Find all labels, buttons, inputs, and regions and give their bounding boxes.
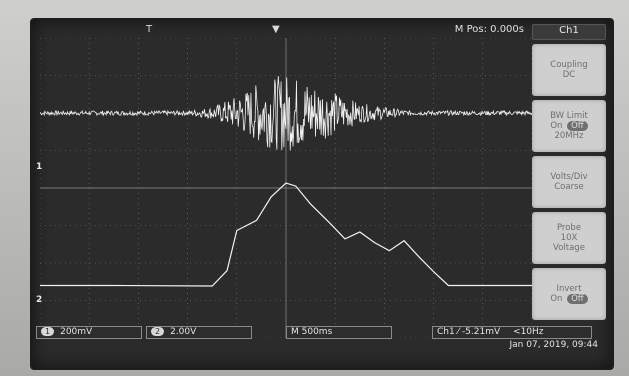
bw-limit-frequency: 20MHz [554, 131, 584, 141]
bottom-status-bar: 1 200mV 2 2.00V M 500ms Ch1 ⁄ -5.21mV <10H… [36, 326, 604, 352]
probe-button[interactable]: Probe 10X Voltage [532, 212, 606, 264]
side-menu-title: Ch1 [532, 24, 606, 40]
ch1-scale-box: 1 200mV [36, 326, 142, 339]
probe-attenuation: 10X [560, 233, 578, 243]
date-time: Jan 07, 2019, 09:44 [509, 340, 598, 350]
ch2-ground-marker: 2 [36, 295, 43, 305]
invert-toggle: On Off [550, 294, 588, 304]
frequency-readout: <10Hz [513, 327, 544, 337]
timebase-readout: M 500ms [291, 327, 333, 337]
probe-type: Voltage [553, 243, 585, 253]
bw-limit-toggle: On Off [550, 121, 588, 131]
bw-limit-button[interactable]: BW Limit On Off 20MHz [532, 100, 606, 152]
volts-div-value: Coarse [554, 182, 584, 192]
volts-div-label: Volts/Div [550, 172, 588, 182]
bw-limit-on: On [550, 121, 563, 131]
coupling-button[interactable]: Coupling DC [532, 44, 606, 96]
invert-button[interactable]: Invert On Off [532, 268, 606, 320]
coupling-value: DC [562, 70, 576, 80]
ch1-badge: 1 [41, 327, 55, 336]
horizontal-position-readout: M Pos: 0.000s [454, 24, 524, 35]
center-marker: ▼ [272, 24, 280, 35]
ch1-ground-marker: 1 [36, 162, 43, 172]
ch2-trace [40, 182, 532, 287]
trace-layer [39, 75, 533, 287]
top-status-bar: T ▼ M Pos: 0.000s [40, 24, 532, 38]
ch2-scale-box: 2 2.00V [146, 326, 252, 339]
ch2-badge: 2 [151, 327, 165, 336]
probe-label: Probe [556, 223, 582, 233]
side-menu: Ch1 Coupling DC BW Limit On Off 20MHz Vo… [532, 24, 606, 320]
invert-on: On [550, 294, 563, 304]
trigger-readout: Ch1 ⁄ -5.21mV [437, 327, 501, 337]
waveform-graticule [39, 37, 533, 339]
trigger-box: Ch1 ⁄ -5.21mV <10Hz [432, 326, 592, 339]
oscilloscope-screen: T ▼ M Pos: 0.000s 1 2 Ch1 Coupling DC BW… [30, 18, 614, 370]
bw-limit-label: BW Limit [550, 111, 588, 121]
ch1-trace [39, 75, 533, 151]
waveform-display: 1 2 [36, 37, 533, 339]
trigger-position-marker: T [146, 24, 153, 35]
invert-label: Invert [556, 284, 582, 294]
ch1-scale: 200mV [60, 327, 93, 337]
invert-off: Off [567, 294, 588, 304]
ch2-scale: 2.00V [170, 327, 197, 337]
bw-limit-off: Off [567, 121, 588, 131]
graticule-grid [39, 37, 533, 339]
volts-div-button[interactable]: Volts/Div Coarse [532, 156, 606, 208]
coupling-label: Coupling [550, 60, 588, 70]
timebase-box: M 500ms [286, 326, 392, 339]
